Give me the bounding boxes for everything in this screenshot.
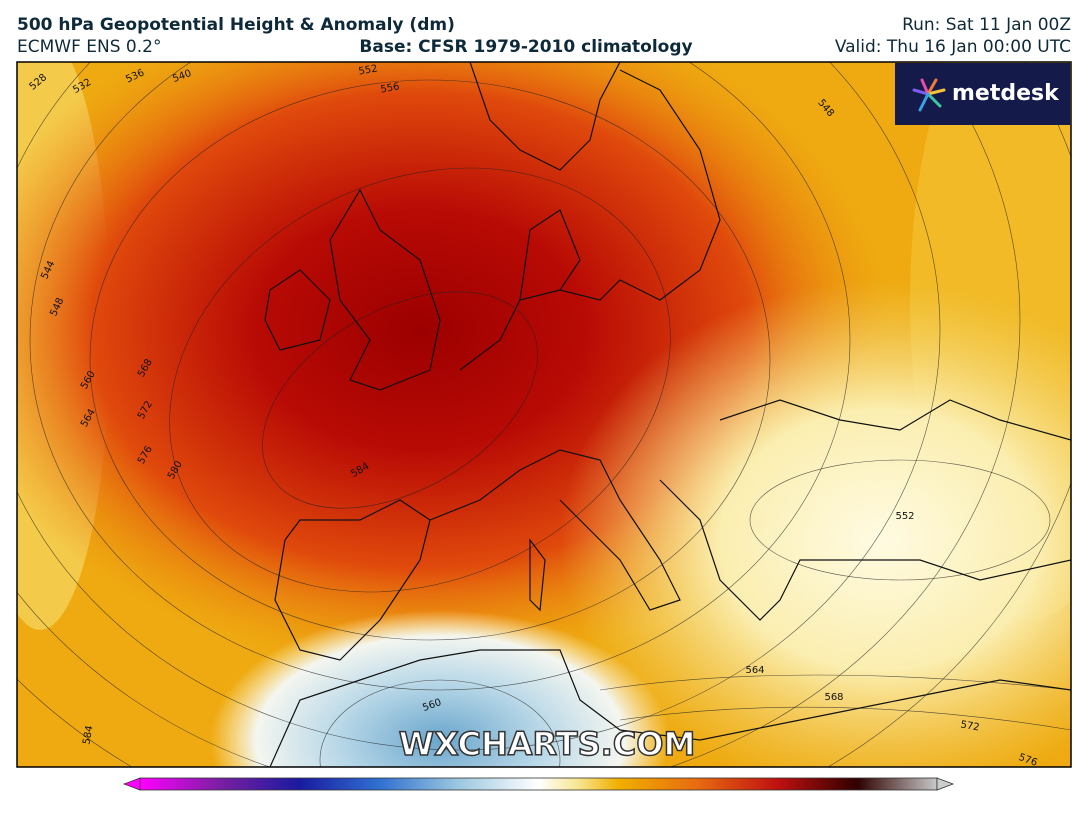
logo-icon <box>912 78 946 112</box>
map-frame <box>16 61 1072 768</box>
field <box>560 280 1071 767</box>
watermark: WXCHARTS.COM <box>399 725 696 763</box>
colorbar-body <box>139 777 938 791</box>
contour-label: 552 <box>895 511 914 522</box>
contour-label: 552 <box>358 63 379 77</box>
contour-label: 564 <box>745 665 764 676</box>
run: Run: Sat 11 Jan 00Z <box>902 15 1071 35</box>
valid: Valid: Thu 16 Jan 00:00 UTC <box>835 37 1071 57</box>
field <box>210 610 670 767</box>
colorbar-extend <box>936 777 955 791</box>
colorbar <box>122 777 955 791</box>
title: 500 hPa Geopotential Height & Anomaly (d… <box>17 15 455 35</box>
contour-label: 576 <box>1017 752 1039 769</box>
base: Base: CFSR 1979-2010 climatology <box>359 37 692 57</box>
logo-text: metdesk <box>952 81 1060 106</box>
contour-label: 584 <box>81 725 95 746</box>
contour-label: 556 <box>380 81 401 95</box>
contour-label: 572 <box>960 719 981 733</box>
coastlines <box>264 62 1071 767</box>
contour-label: 568 <box>824 692 843 703</box>
colorbar-extend <box>122 777 141 791</box>
logo: metdesk <box>895 63 1070 125</box>
model: ECMWF ENS 0.2° <box>17 37 161 57</box>
